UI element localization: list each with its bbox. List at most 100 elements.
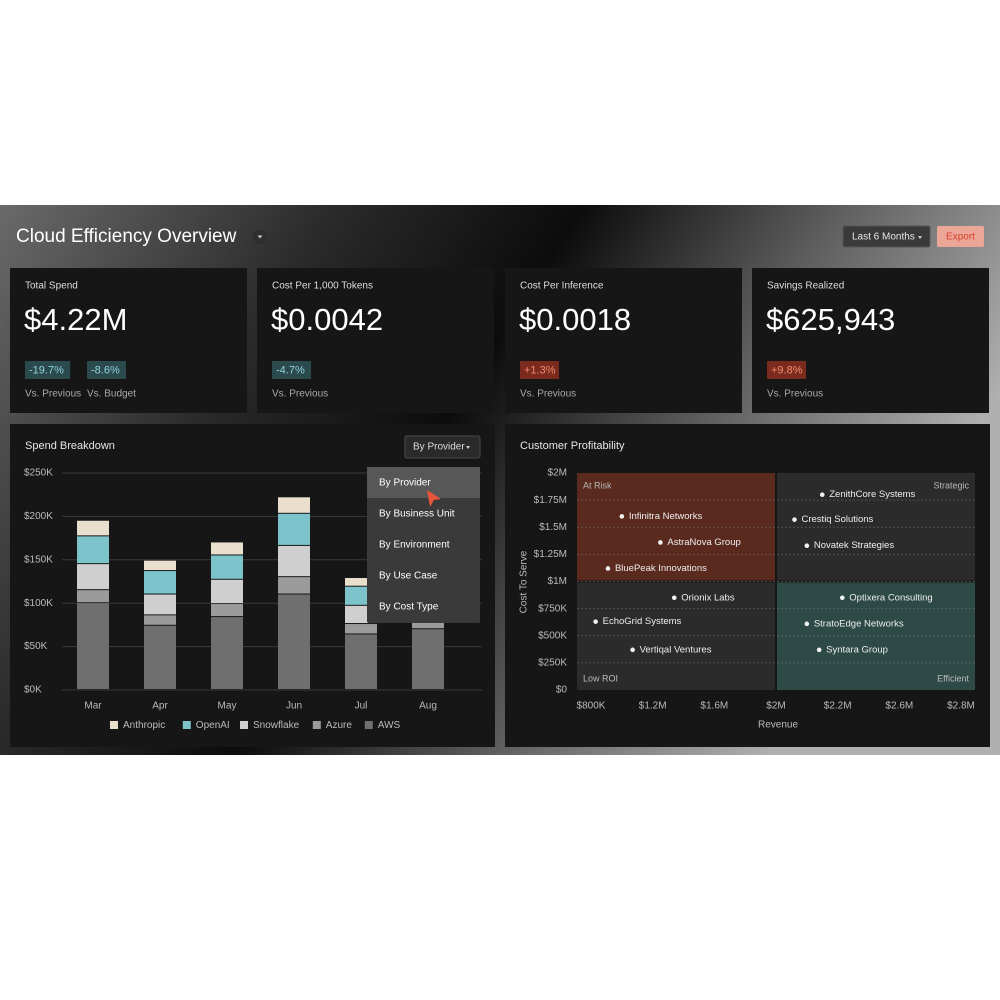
data-point [816,647,822,653]
quadrant-label: Efficient [937,673,969,683]
y-tick-label: $750K [538,603,567,614]
bar-segment [278,513,310,545]
bar-segment [278,545,310,577]
bar-segment [211,555,243,579]
range-dropdown[interactable] [842,225,931,248]
bar-segment [278,594,310,689]
y-tick-label: $250K [24,468,53,479]
legend-swatch [312,721,321,729]
point-label: Crestiq Solutions [802,514,874,525]
kpi-label: Cost Per Inference [520,281,604,292]
delta-comparison: Vs. Previous [520,389,576,400]
legend-label: Snowflake [253,720,300,731]
x-tick-label: $2.6M [885,701,913,712]
menu-item[interactable]: By Cost Type [379,602,439,613]
x-tick-label: $1.6M [700,701,728,712]
y-tick-label: $1.75M [534,495,567,506]
bar-segment [345,634,377,689]
kpi-value: $625,943 [766,302,895,337]
menu-item[interactable]: By Environment [379,540,450,551]
bar-segment [211,542,243,555]
kpi-value: $0.0018 [519,302,631,337]
point-label: Infinitra Networks [629,511,703,522]
cursor [427,490,441,507]
data-point [593,619,598,624]
quadrant-label: At Risk [583,480,612,490]
y-tick-label: $0 [556,685,568,696]
legend-label: Anthropic [123,720,165,731]
bar-segment [211,604,243,617]
menu-item[interactable]: By Business Unit [379,509,455,520]
chevron-icon [257,235,263,239]
legend-swatch [240,721,248,729]
data-point [619,514,625,519]
kpi-label: Savings Realized [767,281,844,292]
y-tick-label: $250K [538,658,567,669]
export-button[interactable] [937,226,984,247]
point-label: Vertiqal Ventures [640,644,712,655]
delta-value: -4.7% [276,364,305,376]
bar-segment [412,629,444,689]
bar-segment [144,615,176,625]
y-tick-label: $1M [548,576,567,587]
point-label: ZenithCore Systems [829,489,915,500]
x-tick-label: $2M [766,701,785,712]
bar-segment [345,578,377,586]
x-tick-label: Jul [355,701,368,712]
kpi-card [752,268,989,413]
delta-comparison: Vs. Previous [25,389,81,400]
y-tick-label: $2M [548,468,567,479]
kpi-value: $0.0042 [271,302,383,337]
x-tick-label: Aug [419,701,437,712]
kpi-card [257,268,494,413]
legend-swatch [110,721,118,729]
point-label: Syntara Group [826,644,888,655]
bar-segment [144,625,176,689]
kpi-card [10,268,247,413]
legend-label: AWS [378,720,401,731]
delta-value: -19.7% [29,364,64,376]
bar-segment [77,590,109,603]
point-label: Optixera Consulting [849,592,932,603]
y-axis-title: Cost To Serve [519,550,530,613]
delta-badge [87,361,126,379]
data-point [804,543,810,548]
data-point [605,566,611,571]
data-point [839,595,845,601]
point-label: StratoEdge Networks [814,618,904,629]
bar-segment [144,560,176,571]
legend-label: Azure [326,720,353,731]
x-axis-title: Revenue [758,720,798,731]
delta-comparison: Vs. Previous [767,389,823,400]
range-label: Last 6 Months [852,232,915,243]
y-tick-label: $100K [24,598,53,609]
group-by-label: By Provider [413,442,465,453]
x-tick-label: Mar [84,701,102,712]
point-label: AstraNova Group [667,537,740,548]
data-point [804,621,810,627]
data-point [630,647,635,653]
data-point [671,595,677,601]
delta-value: -8.6% [91,364,120,376]
bar-segment [412,620,444,629]
legend-swatch [364,721,373,729]
kpi-value: $4.22M [24,302,127,337]
legend-swatch [182,721,191,729]
x-tick-label: May [218,701,237,712]
delta-comparison: Vs. Budget [87,389,136,400]
bar-segment [345,624,377,634]
menu-item-highlight [367,467,480,498]
group-by-dropdown[interactable] [404,435,481,459]
menu-item[interactable]: By Use Case [379,571,438,582]
page-title: Cloud Efficiency Overview [16,226,237,247]
bar-segment [211,579,243,604]
export-label: Export [946,232,975,243]
legend-label: OpenAI [196,720,230,731]
menu-item[interactable]: By Provider [379,478,431,489]
chevron-icon [918,236,922,239]
bar-segment [144,594,176,615]
bar-segment [77,520,109,536]
delta-badge [272,361,311,379]
